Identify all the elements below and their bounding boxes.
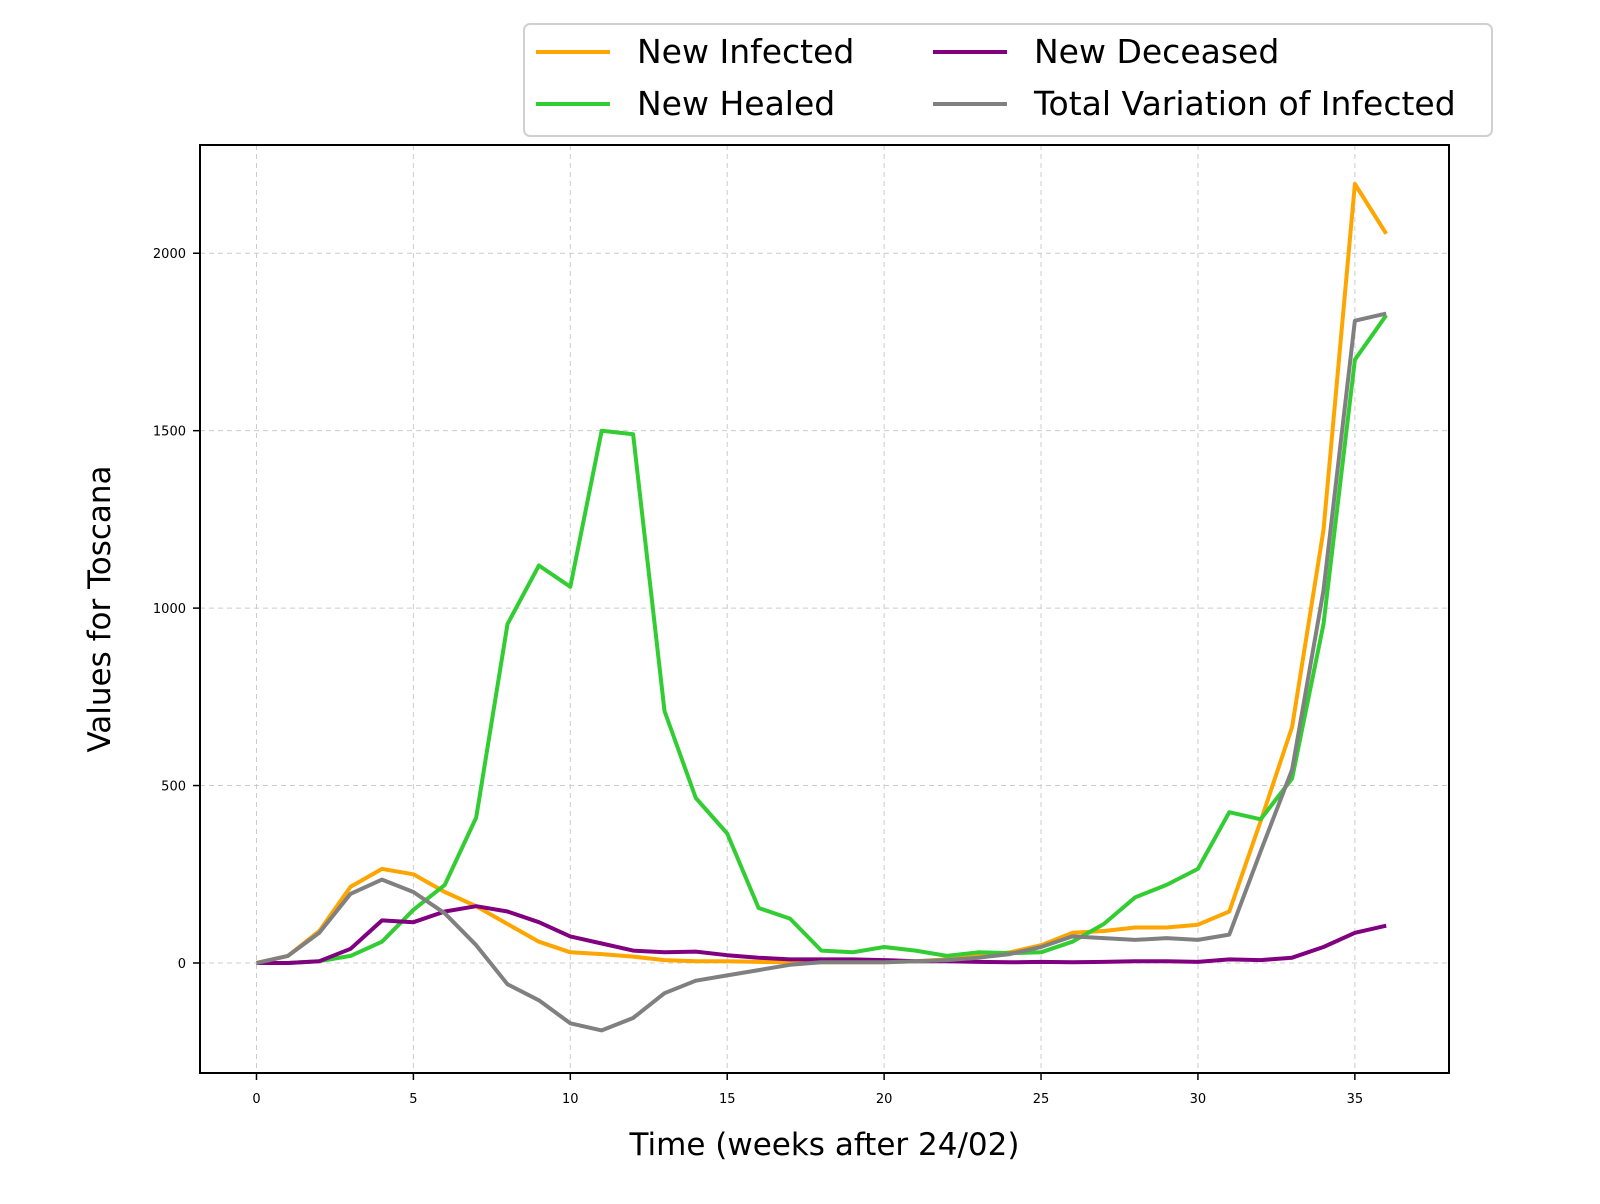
series-line-0 (256, 182, 1388, 965)
x-tick-label: 0 (252, 1092, 260, 1107)
legend-label: Total Variation of Infected (1033, 84, 1456, 123)
x-tick-label: 20 (876, 1092, 893, 1107)
x-tick-label: 5 (409, 1092, 417, 1107)
legend-label: New Infected (637, 32, 854, 71)
y-tick-label: 2000 (153, 247, 186, 262)
x-tick-label: 15 (719, 1092, 736, 1107)
x-axis-label: Time (weeks after 24/02) (629, 1127, 1020, 1163)
legend-label: New Healed (637, 84, 835, 123)
legend: New Infected New Healed New Deceased Total … (523, 23, 1493, 137)
legend-label: New Deceased (1034, 32, 1279, 71)
series-layer (256, 182, 1388, 1033)
x-tick-label: 30 (1190, 1092, 1207, 1107)
tick-layer: 0 5 10 15 20 25 30 35 0 500 1000 1500 2000 (153, 247, 1363, 1107)
y-axis-label: Values for Toscana (82, 465, 118, 752)
grid-layer (200, 145, 1449, 1073)
plot-frame (199, 144, 1450, 1074)
series-line-1 (256, 314, 1388, 965)
y-tick-label: 1000 (153, 602, 186, 617)
x-tick-label: 25 (1033, 1092, 1050, 1107)
y-tick-label: 1500 (153, 425, 186, 440)
legend-box (523, 23, 1493, 137)
y-tick-label: 500 (161, 780, 186, 795)
x-tick-label: 10 (562, 1092, 579, 1107)
series-line-3 (256, 311, 1387, 1033)
y-tick-label: 0 (178, 957, 186, 972)
x-tick-label: 35 (1347, 1092, 1364, 1107)
